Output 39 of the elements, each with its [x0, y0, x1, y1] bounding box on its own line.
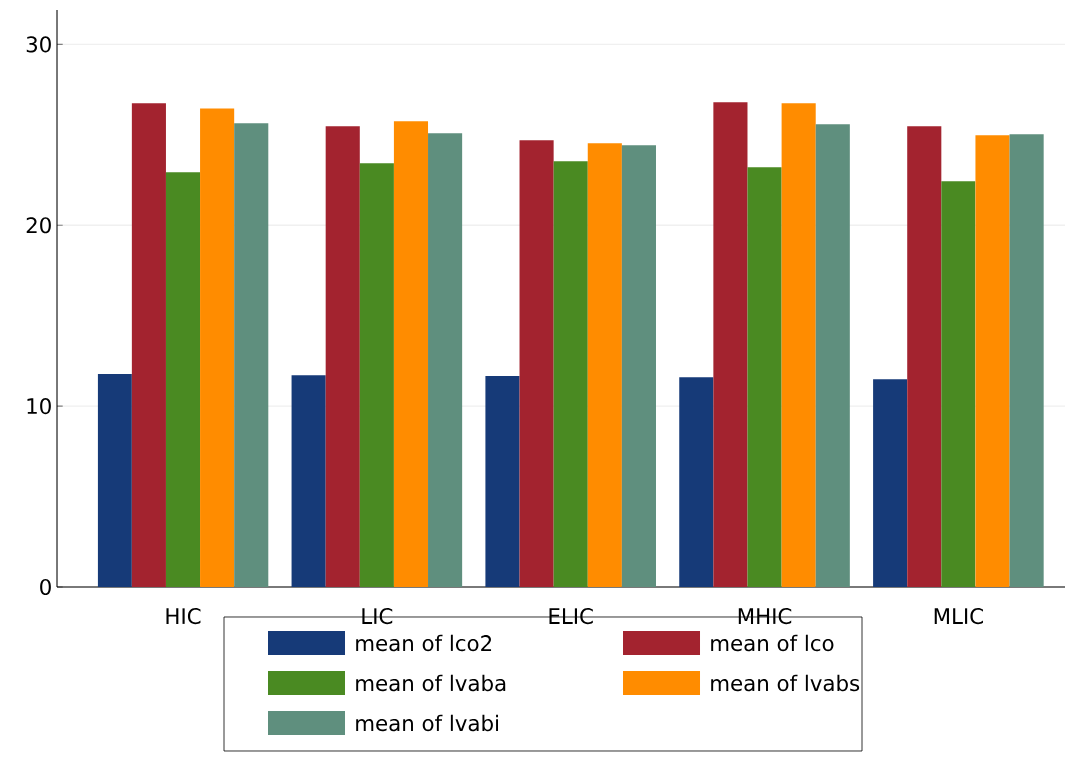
y-tick-label: 10 — [27, 398, 51, 415]
y-tick-label: 30 — [26, 36, 51, 53]
bar — [713, 102, 748, 587]
bar — [97, 374, 132, 587]
x-tick-label: LIC — [362, 608, 393, 625]
bar — [131, 103, 166, 587]
bar — [291, 375, 326, 587]
bar — [679, 377, 714, 587]
x-tick-label: MHIC — [738, 608, 792, 625]
bar — [815, 124, 850, 587]
bar — [165, 172, 201, 587]
legend-label: mean of lco2 — [356, 634, 492, 652]
x-tick-label: HIC — [166, 608, 201, 625]
bar — [621, 145, 656, 587]
y-tick-label: 20 — [26, 217, 51, 234]
bar — [428, 133, 463, 587]
legend-label: mean of lvaba — [356, 674, 506, 692]
bar — [907, 126, 942, 587]
bar — [234, 123, 269, 587]
bar — [200, 108, 235, 587]
bar — [747, 167, 782, 587]
legend-label: mean of lvabi — [356, 714, 498, 732]
bar — [975, 135, 1010, 587]
bar — [485, 376, 520, 587]
bar — [325, 126, 360, 587]
bar — [519, 140, 554, 587]
legend-label: mean of lvabs — [711, 674, 860, 692]
legend-label: mean of lco — [711, 634, 834, 652]
bar — [359, 163, 394, 587]
x-tick-label: ELIC — [549, 608, 593, 625]
bar — [873, 379, 908, 587]
y-tick-label: 0 — [40, 578, 51, 596]
bar — [941, 181, 976, 587]
bar — [781, 103, 816, 587]
bar — [393, 121, 429, 587]
bar — [587, 143, 622, 587]
x-tick-label: MLIC — [934, 608, 983, 625]
bar — [1009, 134, 1044, 587]
bar — [553, 161, 588, 587]
